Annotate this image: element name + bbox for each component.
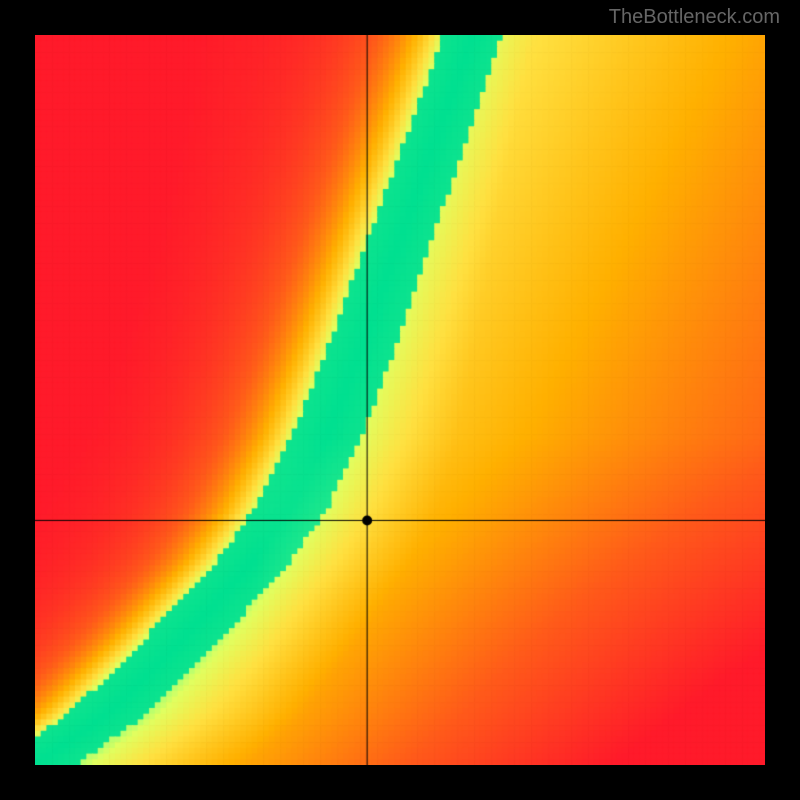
heatmap-canvas — [35, 35, 765, 765]
plot-area — [35, 35, 765, 765]
watermark-text: TheBottleneck.com — [609, 6, 780, 29]
chart-container: TheBottleneck.com — [0, 0, 800, 800]
